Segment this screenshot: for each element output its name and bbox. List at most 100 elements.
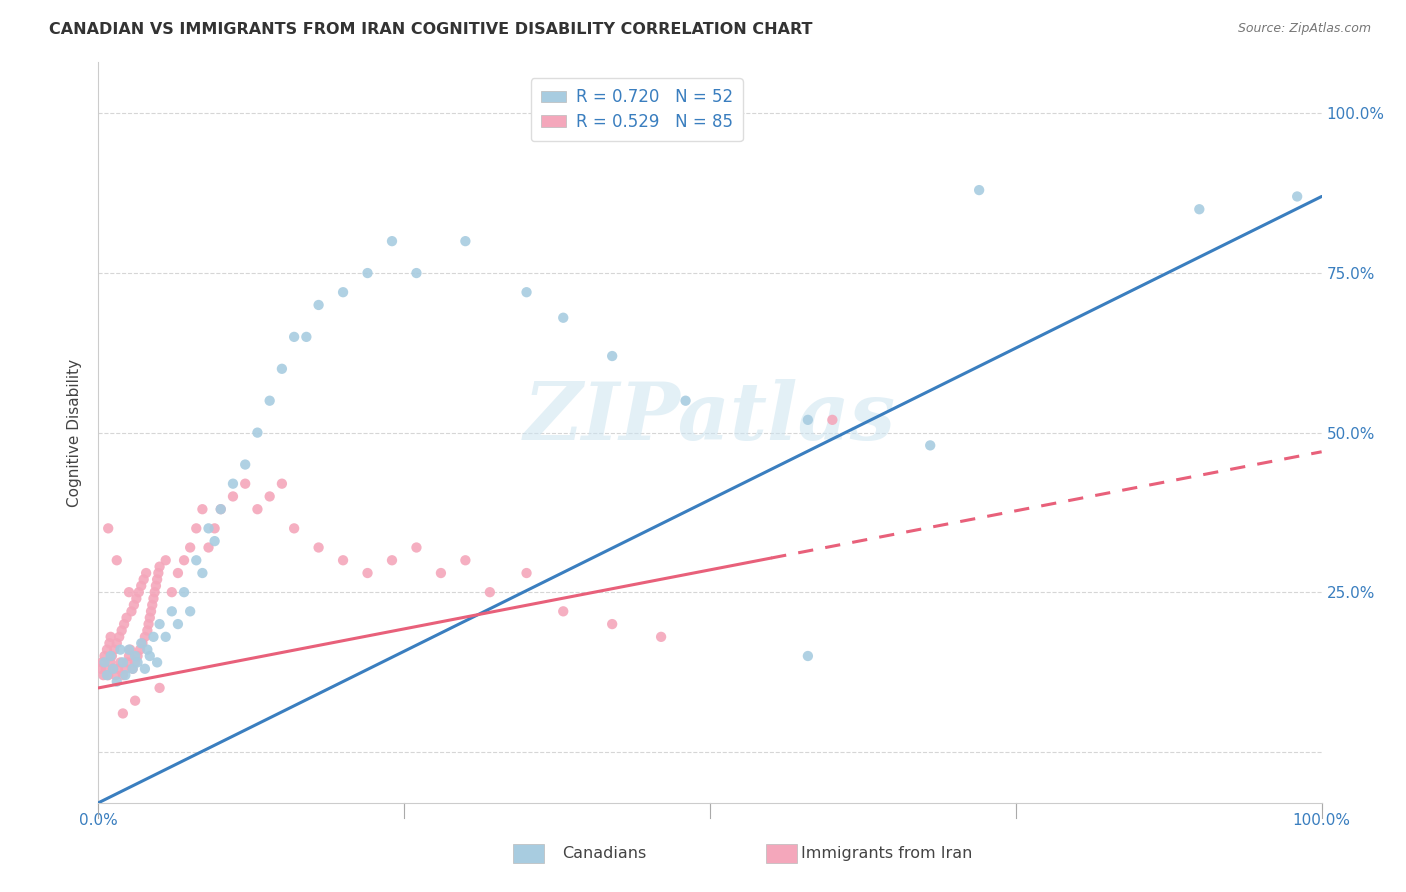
Text: Canadians: Canadians [562, 846, 647, 861]
Point [283, 521, 305, 535]
Point [101, 648, 124, 663]
Point [204, 534, 226, 549]
Point [454, 553, 477, 567]
Point [129, 636, 152, 650]
Point [515, 566, 537, 580]
Point [100, 656, 122, 670]
Point [141, 598, 163, 612]
Point [332, 285, 354, 300]
Point [110, 656, 132, 670]
Point [127, 656, 149, 670]
Point [149, 681, 172, 695]
Point [173, 553, 195, 567]
Point [600, 617, 623, 632]
Point [134, 630, 156, 644]
Point [93, 656, 115, 670]
Point [96, 668, 118, 682]
Point [173, 585, 195, 599]
Point [103, 642, 125, 657]
Point [197, 521, 219, 535]
Point [120, 604, 142, 618]
Point [191, 566, 214, 580]
Point [405, 541, 427, 555]
Point [222, 476, 245, 491]
Point [146, 656, 169, 670]
Point [209, 502, 232, 516]
Point [90, 662, 112, 676]
Point [209, 502, 232, 516]
Point [118, 585, 141, 599]
Point [97, 668, 120, 682]
Point [259, 393, 281, 408]
Text: Source: ZipAtlas.com: Source: ZipAtlas.com [1237, 22, 1371, 36]
Point [139, 611, 162, 625]
Point [797, 413, 820, 427]
Point [148, 566, 170, 580]
Point [308, 298, 330, 312]
Point [356, 266, 378, 280]
Point [149, 559, 172, 574]
Point [135, 566, 157, 580]
Point [100, 648, 122, 663]
Point [105, 636, 128, 650]
Point [112, 617, 135, 632]
Point [104, 668, 127, 682]
Point [515, 285, 537, 300]
Point [430, 566, 453, 580]
Point [191, 502, 214, 516]
Point [381, 234, 404, 248]
Point [111, 668, 134, 682]
Point [233, 476, 256, 491]
Point [121, 662, 143, 676]
Point [138, 617, 160, 632]
Point [132, 573, 155, 587]
Point [308, 541, 330, 555]
Point [197, 541, 219, 555]
Point [149, 617, 172, 632]
Point [136, 642, 159, 657]
Point [98, 636, 121, 650]
Point [233, 458, 256, 472]
Point [94, 662, 117, 676]
Point [129, 579, 152, 593]
Text: CANADIAN VS IMMIGRANTS FROM IRAN COGNITIVE DISABILITY CORRELATION CHART: CANADIAN VS IMMIGRANTS FROM IRAN COGNITI… [49, 22, 813, 37]
Point [160, 604, 183, 618]
Point [1286, 189, 1309, 203]
Point [155, 630, 177, 644]
Point [124, 656, 146, 670]
Point [131, 636, 153, 650]
Point [478, 585, 501, 599]
Point [105, 553, 128, 567]
Point [145, 579, 167, 593]
Point [111, 706, 134, 721]
Point [120, 642, 142, 657]
Point [124, 694, 146, 708]
Point [128, 585, 150, 599]
Point [114, 662, 136, 676]
Point [167, 617, 190, 632]
Point [91, 656, 114, 670]
Point [1188, 202, 1211, 217]
Point [108, 630, 131, 644]
Point [96, 642, 118, 657]
Point [101, 662, 124, 676]
Text: Immigrants from Iran: Immigrants from Iran [801, 846, 973, 861]
Point [124, 648, 146, 663]
Point [118, 648, 141, 663]
Point [139, 648, 162, 663]
Point [920, 438, 942, 452]
Point [270, 361, 294, 376]
Point [797, 648, 820, 663]
Point [101, 662, 124, 676]
Point [270, 476, 294, 491]
Point [107, 662, 129, 676]
Point [405, 266, 427, 280]
Point [167, 566, 190, 580]
Point [93, 648, 115, 663]
Y-axis label: Cognitive Disability: Cognitive Disability [67, 359, 83, 507]
Point [111, 624, 134, 638]
Point [97, 521, 120, 535]
Point [160, 585, 183, 599]
Text: ZIPatlas: ZIPatlas [524, 379, 896, 457]
Point [155, 553, 177, 567]
